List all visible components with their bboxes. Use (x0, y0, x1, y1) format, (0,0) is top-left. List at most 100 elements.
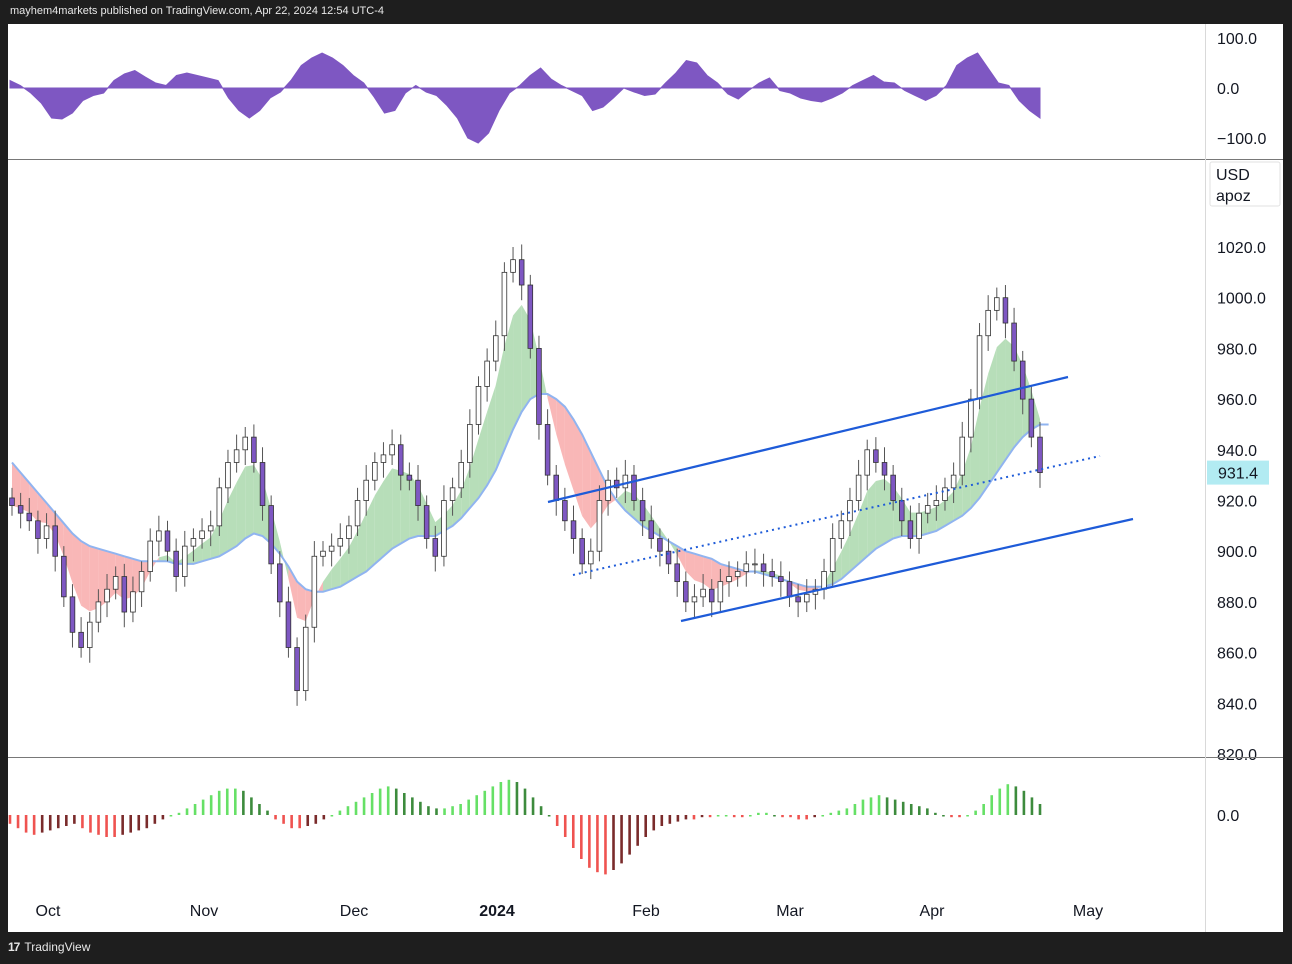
histogram-bar (483, 790, 487, 815)
cloud-band-up (469, 438, 479, 509)
candle (1019, 360, 1026, 400)
candle (864, 449, 870, 476)
histogram-bar (829, 812, 833, 815)
histogram-bar (781, 815, 784, 818)
candle (354, 500, 361, 527)
candle (890, 474, 896, 501)
cloud-band-up (504, 315, 514, 450)
x-tick-label: Dec (340, 903, 368, 920)
candle (700, 588, 706, 598)
candle (942, 487, 948, 501)
cloud-band-down (12, 462, 21, 509)
candle (976, 335, 983, 400)
histogram-bar (242, 790, 245, 815)
candle (320, 550, 326, 557)
histogram-bar (676, 815, 680, 822)
cloud-band-up (495, 345, 505, 471)
histogram-bar (1014, 786, 1018, 815)
candle (156, 530, 162, 542)
histogram-bar (1030, 797, 1034, 815)
cloud-band-up (452, 490, 462, 526)
histogram-bar (121, 815, 124, 835)
candle (216, 487, 223, 527)
candle (786, 581, 793, 598)
candle (553, 474, 559, 501)
histogram-bar (386, 786, 390, 815)
histogram-bar (668, 815, 672, 824)
cloud-band-up (962, 446, 971, 516)
candle (717, 581, 724, 603)
histogram-bar (580, 815, 583, 859)
cloud-band-down (556, 399, 565, 465)
candle (104, 588, 110, 603)
candle (138, 571, 145, 593)
histogram-bar (950, 815, 953, 818)
candle (69, 596, 76, 633)
histogram-bar (531, 797, 535, 815)
cloud-band-up (331, 558, 341, 590)
cloud-band-down (685, 551, 695, 581)
candle (164, 530, 171, 552)
cloud-band-up (936, 500, 945, 531)
histogram-bar (250, 797, 253, 815)
histogram-bar (217, 790, 221, 815)
x-tick-label: Nov (190, 903, 218, 920)
cloud-band-up (875, 478, 885, 549)
histogram-bar (394, 788, 398, 815)
histogram-bar (81, 815, 84, 829)
histogram-bar (298, 815, 301, 829)
candle (277, 563, 283, 603)
histogram-bar (998, 788, 1002, 815)
chart-svg[interactable]: 100.0 0.0 −100.0 1020.0 1000.0 980.0 960.0 940… (8, 24, 1283, 932)
histogram-bar (877, 795, 881, 815)
histogram-bar (708, 815, 712, 818)
histogram-bar (338, 810, 342, 815)
cloud-band-up (357, 513, 367, 577)
candle (190, 538, 197, 547)
candle (821, 571, 827, 590)
histogram-bar (105, 815, 108, 837)
histogram-bar (411, 797, 414, 815)
histogram-bar (137, 815, 141, 831)
candle (665, 550, 672, 565)
histogram-bar (48, 815, 52, 831)
histogram-bar (684, 815, 688, 820)
candle (838, 520, 845, 539)
candle (588, 550, 594, 565)
candle (916, 512, 922, 539)
candle (346, 525, 352, 539)
candle (596, 500, 603, 552)
cloud-band-up (513, 304, 522, 430)
cloud-band-up (461, 467, 470, 519)
candle (484, 360, 490, 387)
histogram-bar (113, 815, 116, 837)
histogram-bar (24, 815, 28, 833)
histogram-bar (201, 799, 205, 815)
candle (112, 576, 119, 590)
histogram-bar (402, 793, 406, 815)
publish-info: mayhem4markets published on TradingView.… (10, 5, 384, 17)
histogram-bar (837, 810, 841, 815)
candle (294, 647, 300, 692)
histogram-pane: 0.0 (8, 779, 1239, 875)
price-tick-label: 1020.0 (1217, 240, 1266, 257)
candle (605, 479, 611, 501)
histogram-bar (893, 799, 897, 815)
candle (769, 571, 775, 577)
cloud-band-down (29, 482, 38, 522)
currency-label: USD (1216, 167, 1250, 184)
candle (207, 525, 214, 532)
currency-box[interactable] (1209, 161, 1281, 207)
histogram-bar (821, 815, 825, 817)
histogram-bar (451, 806, 454, 815)
candle (86, 621, 93, 648)
last-price-badge (1207, 460, 1269, 485)
candle (570, 520, 577, 539)
cloud-band-down (547, 394, 557, 434)
histogram-bar (813, 815, 816, 818)
cloud-band-up (202, 537, 211, 562)
histogram-bar (354, 801, 358, 815)
candle (302, 626, 309, 692)
cloud-band-up (374, 481, 384, 564)
price-tick-label: 840.0 (1217, 696, 1257, 713)
